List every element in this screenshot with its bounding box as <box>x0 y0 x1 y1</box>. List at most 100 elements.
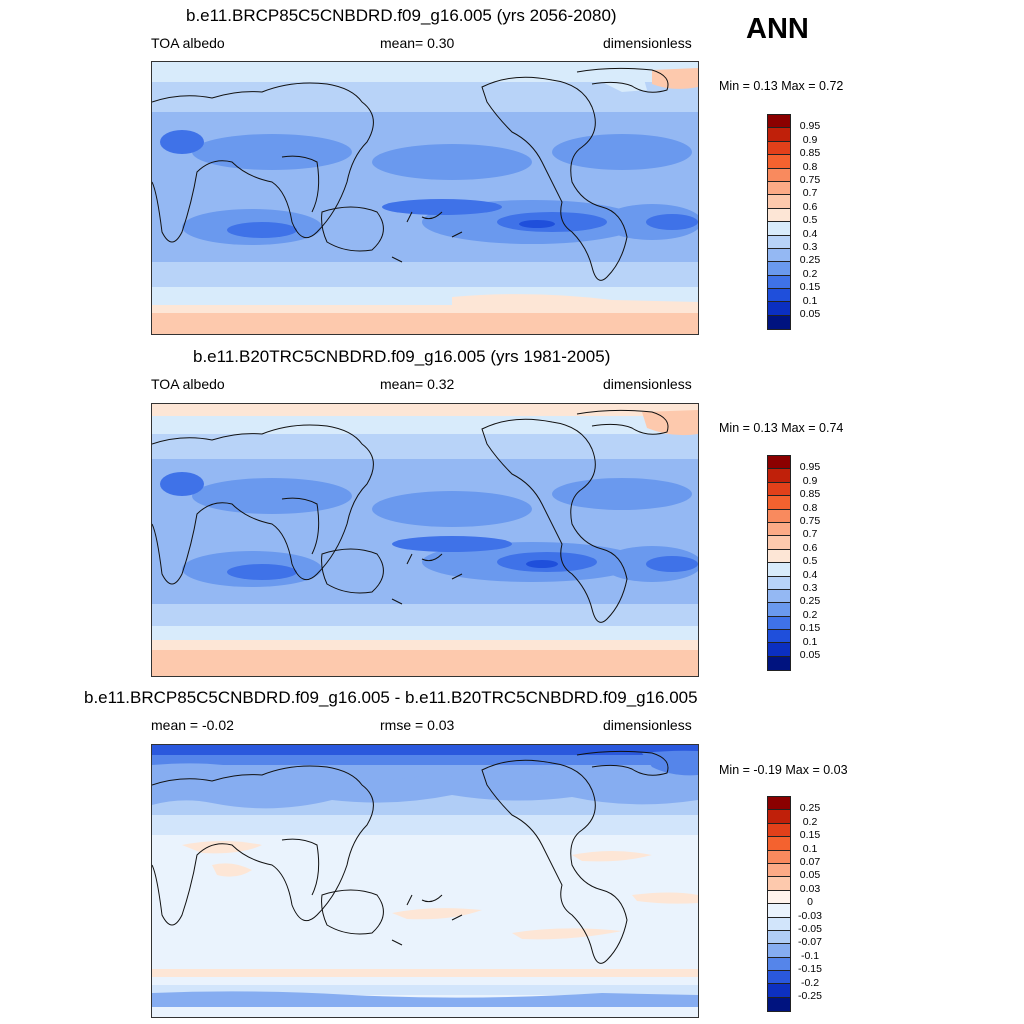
colorbar-tick-label: 0.9 <box>802 133 818 146</box>
colorbar-swatch <box>768 181 790 196</box>
panel-2-variable-label: TOA albedo <box>151 376 225 392</box>
colorbar-swatch <box>768 589 790 604</box>
panel-1-colorbar-swatches <box>768 115 790 330</box>
colorbar-tick-label: 0.7 <box>802 187 818 200</box>
colorbar-tick-label: -0.03 <box>798 909 822 922</box>
colorbar-swatch <box>768 643 790 657</box>
panel-1-albedo-field <box>152 62 698 334</box>
colorbar-swatch <box>768 235 790 249</box>
colorbar-tick-label: 0.85 <box>799 147 821 160</box>
colorbar-swatch <box>768 616 790 631</box>
colorbar-swatch <box>768 522 790 537</box>
colorbar-tick-label: -0.25 <box>798 990 822 1002</box>
colorbar-tick-label: 0.7 <box>802 528 818 541</box>
panel-2-albedo-field <box>152 404 698 676</box>
colorbar-tick-label: 0.2 <box>802 267 818 280</box>
panel-1-units-label: dimensionless <box>603 35 692 51</box>
colorbar-swatch <box>768 195 790 209</box>
colorbar-tick-label: 0.3 <box>802 241 818 253</box>
panel-2-title: b.e11.B20TRC5CNBDRD.f09_g16.005 (yrs 198… <box>193 347 611 366</box>
colorbar-tick-label: -0.2 <box>800 976 820 989</box>
panel-1-minmax: Min = 0.13 Max = 0.72 <box>719 79 844 93</box>
colorbar-tick-label: 0.25 <box>799 595 821 608</box>
colorbar-swatch <box>768 944 790 958</box>
colorbar-tick-label: -0.05 <box>798 923 822 935</box>
colorbar-swatch <box>768 496 790 510</box>
panel-1-title: b.e11.BRCP85C5CNBDRD.f09_g16.005 (yrs 20… <box>186 6 617 25</box>
colorbar-tick-label: 0.05 <box>799 869 821 882</box>
colorbar-tick-label: 0.05 <box>799 649 821 661</box>
colorbar-swatch <box>768 168 790 182</box>
colorbar-swatch <box>768 863 790 878</box>
colorbar-swatch <box>768 222 790 236</box>
colorbar-swatch <box>768 837 790 851</box>
colorbar-swatch <box>768 823 790 838</box>
panel-2-colorbar <box>767 455 791 672</box>
colorbar-swatch <box>768 890 790 905</box>
season-label: ANN <box>746 13 809 45</box>
colorbar-tick-label: 0.5 <box>802 555 818 568</box>
panel-3-map <box>151 744 699 1018</box>
panel-1-colorbar <box>767 114 791 331</box>
colorbar-tick-label: 0.03 <box>799 882 821 895</box>
colorbar-tick-label: 0.15 <box>799 622 821 635</box>
colorbar-tick-label: 0.95 <box>799 120 821 133</box>
colorbar-swatch <box>768 275 790 290</box>
colorbar-swatch <box>768 536 790 550</box>
colorbar-tick-label: 0.3 <box>802 582 818 594</box>
colorbar-tick-label: 0.8 <box>802 501 818 514</box>
colorbar-swatch <box>768 482 790 497</box>
colorbar-tick-label: 0.1 <box>802 294 818 307</box>
colorbar-swatch <box>768 656 790 671</box>
colorbar-tick-label: 0.95 <box>799 461 821 474</box>
panel-3-difference-field <box>152 745 698 1017</box>
panel-3-minmax: Min = -0.19 Max = 0.03 <box>719 763 848 777</box>
colorbar-swatch <box>768 917 790 931</box>
colorbar-swatch <box>768 810 790 824</box>
colorbar-swatch <box>768 984 790 998</box>
colorbar-tick-label: 0.15 <box>799 829 821 842</box>
colorbar-swatch <box>768 128 790 142</box>
panel-3-title: b.e11.BRCP85C5CNBDRD.f09_g16.005 - b.e11… <box>84 688 698 707</box>
colorbar-tick-label: 0.75 <box>799 174 821 186</box>
colorbar-tick-label: 0.8 <box>802 160 818 173</box>
colorbar-swatch <box>768 549 790 564</box>
colorbar-tick-label: 0.2 <box>802 608 818 621</box>
panel-3-rmse-label: rmse = 0.03 <box>380 717 455 733</box>
colorbar-swatch <box>768 850 790 864</box>
colorbar-swatch <box>768 563 790 577</box>
colorbar-swatch <box>768 141 790 156</box>
colorbar-tick-label: 0.2 <box>802 815 818 828</box>
colorbar-tick-label: 0.1 <box>802 842 818 855</box>
panel-1-mean-label: mean= 0.30 <box>380 35 455 51</box>
colorbar-swatch <box>768 630 790 644</box>
colorbar-swatch <box>768 603 790 617</box>
colorbar-swatch <box>768 208 790 223</box>
panel-3-colorbar <box>767 796 791 1013</box>
colorbar-tick-label: 0.1 <box>802 635 818 648</box>
colorbar-tick-label: 0.25 <box>799 802 821 815</box>
colorbar-swatch <box>768 957 790 972</box>
colorbar-tick-label: 0.4 <box>802 227 818 240</box>
colorbar-tick-label: 0.6 <box>802 541 818 554</box>
panel-1-map <box>151 61 699 335</box>
panel-2-colorbar-swatches <box>768 456 790 671</box>
colorbar-tick-label: 0.9 <box>802 474 818 487</box>
colorbar-swatch <box>768 971 790 985</box>
panel-2-minmax: Min = 0.13 Max = 0.74 <box>719 421 844 435</box>
colorbar-swatch <box>768 904 790 918</box>
colorbar-tick-label: -0.15 <box>798 963 822 976</box>
colorbar-swatch <box>768 930 790 945</box>
colorbar-swatch <box>768 302 790 316</box>
colorbar-swatch <box>768 997 790 1012</box>
panel-1-variable-label: TOA albedo <box>151 35 225 51</box>
panel-2-map <box>151 403 699 677</box>
colorbar-tick-label: 0.6 <box>802 200 818 213</box>
panel-3-units-label: dimensionless <box>603 717 692 733</box>
panel-2-mean-label: mean= 0.32 <box>380 376 455 392</box>
colorbar-tick-label: 0.4 <box>802 568 818 581</box>
colorbar-tick-label: -0.1 <box>800 949 820 962</box>
colorbar-swatch <box>768 115 790 129</box>
colorbar-swatch <box>768 576 790 590</box>
colorbar-tick-label: 0.75 <box>799 515 821 527</box>
